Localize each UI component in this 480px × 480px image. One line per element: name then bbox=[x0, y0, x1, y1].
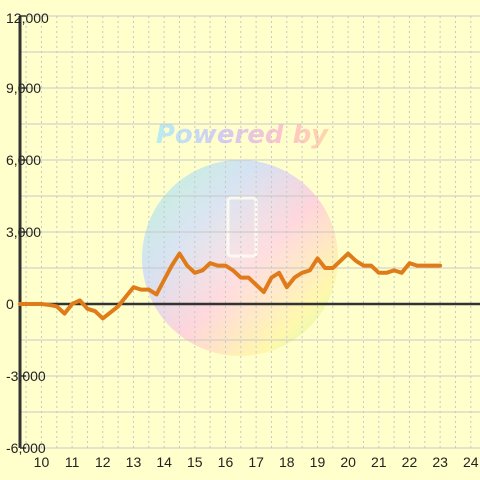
x-tick-label: 10 bbox=[34, 454, 50, 470]
x-axis-labels: 10 11 12 13 14 15 16 17 18 19 20 21 22 23 24 bbox=[34, 454, 479, 470]
y-tick-label: 0 bbox=[6, 296, 14, 312]
x-tick-label: 15 bbox=[187, 454, 203, 470]
x-tick-label: 18 bbox=[279, 454, 295, 470]
x-tick-label: 13 bbox=[126, 454, 142, 470]
y-tick-label: 9,000 bbox=[6, 80, 41, 96]
y-tick-label: 12,000 bbox=[6, 10, 49, 26]
y-tick-label: -3,000 bbox=[6, 368, 46, 384]
watermark-text: Powered by bbox=[156, 120, 329, 150]
x-tick-label: 16 bbox=[218, 454, 234, 470]
x-tick-label: 24 bbox=[463, 454, 479, 470]
watermark: Powered by bbox=[142, 120, 338, 356]
x-tick-label: 20 bbox=[340, 454, 356, 470]
y-tick-label: 6,000 bbox=[6, 152, 41, 168]
x-tick-label: 11 bbox=[65, 454, 80, 470]
x-tick-label: 19 bbox=[310, 454, 326, 470]
x-tick-label: 22 bbox=[402, 454, 418, 470]
axes bbox=[18, 15, 480, 449]
grid bbox=[20, 15, 480, 449]
y-tick-label: 3,000 bbox=[6, 224, 41, 240]
x-tick-label: 21 bbox=[371, 454, 387, 470]
x-tick-label: 23 bbox=[432, 454, 448, 470]
y-tick-label: -6,000 bbox=[6, 440, 46, 456]
x-tick-label: 12 bbox=[95, 454, 111, 470]
x-tick-label: 17 bbox=[248, 454, 264, 470]
y-axis-labels: -6,000 -3,000 0 3,000 6,000 9,000 12,000 bbox=[6, 10, 49, 456]
x-tick-label: 14 bbox=[156, 454, 172, 470]
series-layer bbox=[18, 251, 443, 321]
series-line bbox=[18, 251, 443, 321]
